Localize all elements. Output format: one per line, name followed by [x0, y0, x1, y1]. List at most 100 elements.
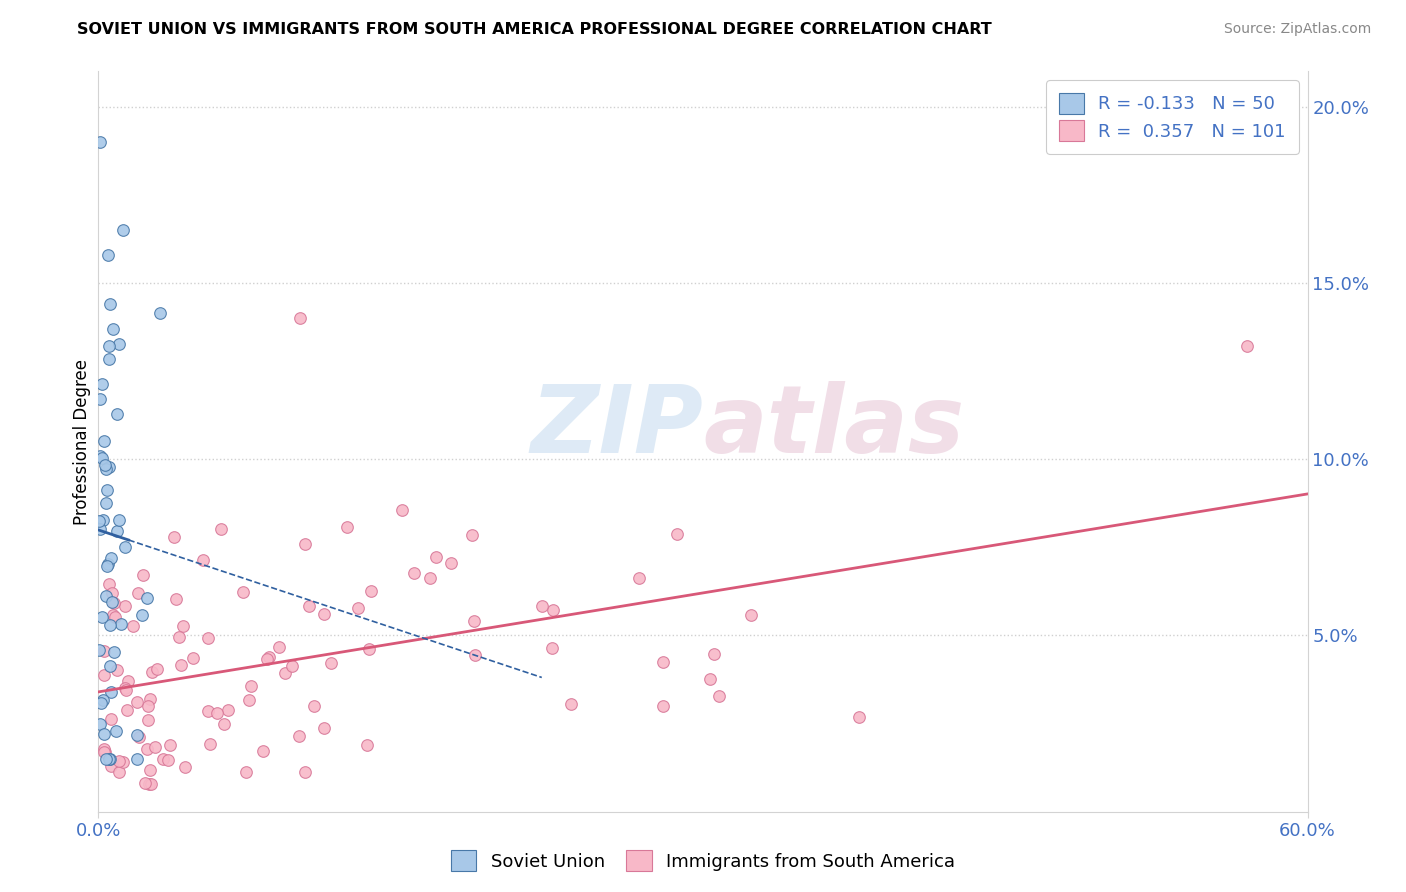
Point — [101, 595, 124, 609]
Point — [157, 752, 180, 766]
Point — [848, 709, 870, 723]
Point — [240, 679, 263, 693]
Point — [302, 699, 325, 714]
Point — [93, 742, 115, 756]
Point — [105, 407, 128, 421]
Point — [98, 577, 121, 591]
Point — [128, 730, 150, 744]
Point — [112, 755, 135, 769]
Point — [101, 585, 124, 599]
Point — [1236, 339, 1258, 353]
Point — [132, 568, 155, 582]
Point — [281, 659, 304, 673]
Point — [543, 603, 565, 617]
Point — [127, 585, 149, 599]
Point — [97, 557, 120, 571]
Point — [136, 698, 159, 713]
Point — [94, 745, 117, 759]
Point — [97, 339, 120, 353]
Point — [703, 648, 725, 662]
Point — [91, 450, 114, 465]
Point — [273, 665, 295, 680]
Point — [530, 599, 553, 614]
Point — [111, 223, 134, 237]
Point — [235, 765, 257, 780]
Legend: Soviet Union, Immigrants from South America: Soviet Union, Immigrants from South Amer… — [444, 843, 962, 879]
Point — [103, 321, 125, 335]
Point — [699, 672, 721, 686]
Point — [117, 673, 139, 688]
Point — [93, 434, 115, 449]
Point — [108, 754, 131, 768]
Point — [108, 337, 131, 351]
Point — [136, 713, 159, 727]
Point — [89, 514, 111, 528]
Point — [103, 645, 125, 659]
Point — [89, 392, 111, 406]
Legend: R = -0.133   N = 50, R =  0.357   N = 101: R = -0.133 N = 50, R = 0.357 N = 101 — [1046, 80, 1299, 153]
Text: SOVIET UNION VS IMMIGRANTS FROM SOUTH AMERICA PROFESSIONAL DEGREE CORRELATION CH: SOVIET UNION VS IMMIGRANTS FROM SOUTH AM… — [77, 22, 993, 37]
Point — [93, 668, 115, 682]
Point — [391, 503, 413, 517]
Point — [346, 601, 368, 615]
Point — [165, 592, 187, 607]
Point — [163, 530, 186, 544]
Point — [90, 696, 112, 710]
Point — [256, 652, 278, 666]
Point — [94, 495, 117, 509]
Point — [232, 584, 254, 599]
Point — [96, 559, 118, 574]
Point — [463, 614, 485, 628]
Point — [98, 351, 121, 366]
Point — [257, 649, 280, 664]
Text: Source: ZipAtlas.com: Source: ZipAtlas.com — [1223, 22, 1371, 37]
Point — [209, 522, 232, 536]
Point — [98, 752, 121, 766]
Point — [172, 619, 194, 633]
Point — [107, 513, 129, 527]
Point — [98, 460, 121, 475]
Point — [93, 745, 115, 759]
Text: ZIP: ZIP — [530, 381, 703, 473]
Point — [170, 658, 193, 673]
Point — [288, 729, 311, 743]
Point — [93, 513, 115, 527]
Point — [100, 759, 122, 773]
Point — [212, 717, 235, 731]
Point — [91, 610, 114, 624]
Point — [141, 665, 163, 679]
Point — [136, 742, 159, 756]
Point — [125, 695, 148, 709]
Point — [100, 684, 122, 698]
Point — [198, 737, 221, 751]
Point — [294, 765, 316, 780]
Point — [98, 659, 121, 673]
Point — [356, 738, 378, 752]
Point — [94, 590, 117, 604]
Point — [94, 752, 117, 766]
Point — [149, 306, 172, 320]
Point — [197, 631, 219, 645]
Point — [101, 608, 124, 623]
Point — [98, 617, 121, 632]
Point — [197, 704, 219, 718]
Point — [104, 610, 127, 624]
Point — [425, 550, 447, 565]
Point — [143, 739, 166, 754]
Point — [141, 776, 163, 790]
Point — [138, 691, 160, 706]
Point — [115, 683, 138, 698]
Point — [122, 618, 145, 632]
Point — [105, 663, 128, 677]
Point — [314, 607, 336, 622]
Text: atlas: atlas — [703, 381, 965, 473]
Point — [96, 483, 118, 497]
Point — [134, 776, 156, 790]
Point — [314, 721, 336, 735]
Point — [100, 550, 122, 565]
Point — [167, 630, 190, 644]
Point — [97, 248, 120, 262]
Point — [464, 648, 486, 662]
Point — [114, 681, 136, 695]
Point — [652, 655, 675, 669]
